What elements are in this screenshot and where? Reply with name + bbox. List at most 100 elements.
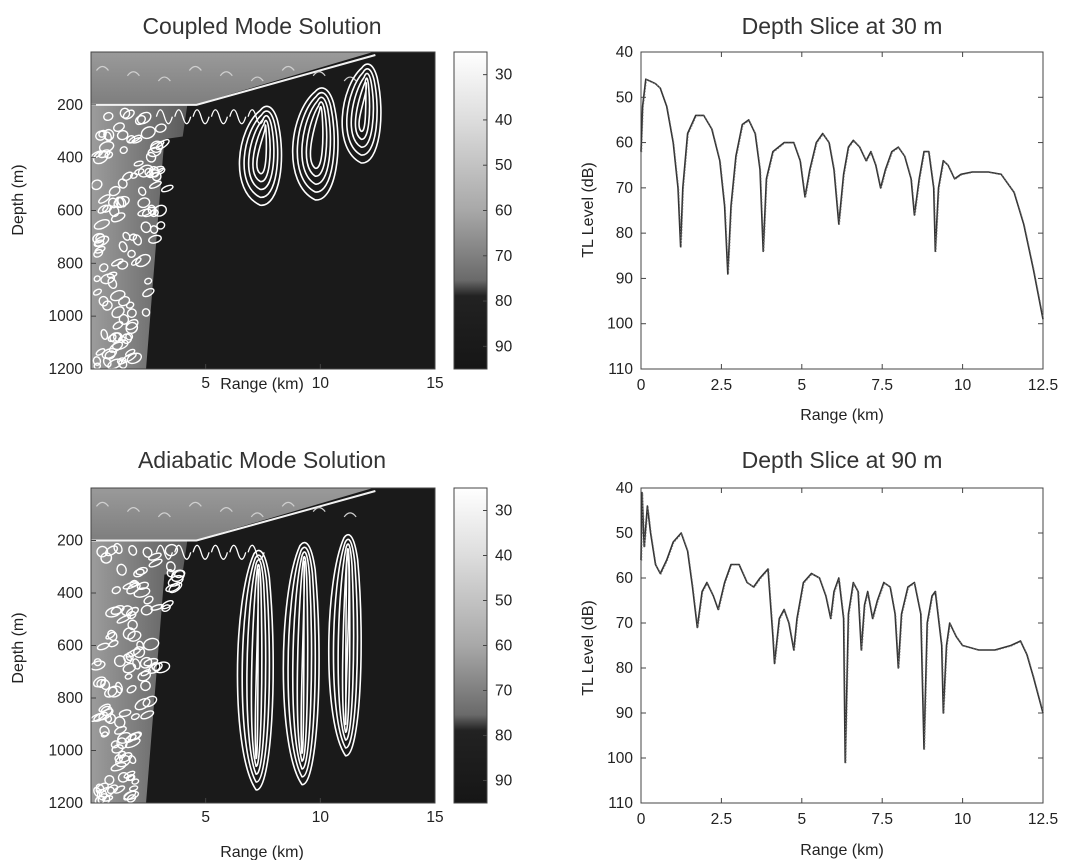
adiabatic-mode-panel: Adiabatic Mode Solution 5 10 15 200 400 600 8… xyxy=(10,447,513,860)
x-axis-title: Range (km) xyxy=(220,376,304,393)
tl-series-line xyxy=(640,78,1044,320)
y-axis-title: Depth (m) xyxy=(10,164,27,235)
contour-line xyxy=(287,546,317,778)
colorbar-tick-label: 70 xyxy=(495,683,513,700)
x-tick-label: 15 xyxy=(426,375,443,392)
x-tick-label: 5 xyxy=(797,377,806,394)
tl-series-line xyxy=(640,491,1044,764)
x-axis-title: Range (km) xyxy=(800,407,884,424)
y-tick-label: 90 xyxy=(616,270,634,287)
tl-series-line-overlay xyxy=(641,493,1045,764)
colorbar-tick-label: 50 xyxy=(495,593,513,610)
surface-duct-region xyxy=(91,488,374,541)
x-tick-label: 7.5 xyxy=(871,811,893,828)
contour-line xyxy=(243,110,279,199)
x-tick-labels: 0 2.5 5 7.5 10 12.5 xyxy=(637,488,1058,828)
y-tick-label: 50 xyxy=(616,89,634,106)
colorbar-tick-label: 80 xyxy=(495,728,513,745)
y-axis-title: TL Level (dB) xyxy=(580,600,597,695)
y-tick-labels: 40 50 60 70 80 90 100 110 xyxy=(607,480,1043,812)
y-tick-label: 100 xyxy=(607,750,633,767)
x-tick-labels: 0 2.5 5 7.5 10 12.5 xyxy=(637,52,1058,394)
chart-title: Coupled Mode Solution xyxy=(142,13,381,39)
contour-line xyxy=(300,560,306,754)
surface-duct-region xyxy=(91,52,374,105)
y-tick-labels: 40 50 60 70 80 90 100 110 xyxy=(607,44,1043,378)
colorbar-tick-label: 50 xyxy=(495,157,513,174)
contour-line xyxy=(282,541,320,786)
plot-frame xyxy=(640,487,1044,804)
interface-line xyxy=(91,490,376,542)
x-tick-label: 10 xyxy=(954,811,972,828)
heatmap-plot xyxy=(89,487,436,806)
heatmap-plot xyxy=(90,51,436,370)
y-tick-label: 80 xyxy=(616,660,634,677)
contour-line xyxy=(252,119,271,183)
y-tick-label: 1200 xyxy=(49,795,84,812)
contour-line xyxy=(327,534,362,757)
colorbar-tick-label: 40 xyxy=(495,548,513,565)
colorbar-tick-label: 30 xyxy=(495,503,513,520)
y-tick-label: 100 xyxy=(607,316,633,333)
y-axis-title: Depth (m) xyxy=(10,612,27,683)
interference-pattern xyxy=(90,65,357,370)
tl-contours xyxy=(236,534,362,791)
x-tick-labels: 5 10 15 xyxy=(201,364,444,392)
y-tick-label: 200 xyxy=(57,533,83,550)
contour-line xyxy=(350,72,375,148)
y-tick-label: 40 xyxy=(616,480,634,497)
tl-contours xyxy=(238,63,382,207)
contour-line xyxy=(332,538,359,749)
y-tick-labels: 200 400 600 800 1000 1200 xyxy=(49,533,96,812)
x-tick-label: 7.5 xyxy=(871,377,893,394)
interface-line xyxy=(91,54,376,106)
contour-line xyxy=(247,114,275,191)
tl-series-line-overlay xyxy=(641,79,1045,320)
line-plot xyxy=(640,487,1045,804)
contour-line xyxy=(346,68,378,156)
x-tick-label: 12.5 xyxy=(1028,811,1058,828)
y-axis-title: TL Level (dB) xyxy=(580,162,597,257)
x-tick-label: 12.5 xyxy=(1028,377,1058,394)
colorbar-scale xyxy=(453,487,488,804)
y-tick-labels: 200 400 600 800 1000 1200 xyxy=(49,97,96,378)
contour-line xyxy=(337,543,355,741)
x-tick-label: 5 xyxy=(201,809,210,826)
plot-frame xyxy=(640,51,1044,370)
x-tick-label: 0 xyxy=(637,811,646,828)
x-axis-title: Range (km) xyxy=(800,842,884,859)
x-tick-label: 10 xyxy=(312,809,330,826)
x-tick-labels: 5 10 15 xyxy=(201,798,444,826)
colorbar-tick-label: 60 xyxy=(495,203,513,220)
contour-line xyxy=(238,105,283,207)
y-tick-label: 50 xyxy=(616,525,634,542)
y-tick-label: 400 xyxy=(57,150,83,167)
contour-line xyxy=(291,87,339,201)
y-tick-label: 110 xyxy=(608,361,633,378)
contour-line xyxy=(246,559,267,775)
colorbar: 30 40 50 60 70 80 90 xyxy=(453,51,513,370)
x-tick-label: 10 xyxy=(312,375,330,392)
y-tick-label: 70 xyxy=(616,180,634,197)
x-tick-label: 2.5 xyxy=(711,377,733,394)
y-tick-label: 1000 xyxy=(49,308,84,325)
contour-line xyxy=(358,82,368,133)
x-axis-title: Range (km) xyxy=(220,844,304,860)
contour-line xyxy=(254,568,260,760)
contour-line xyxy=(236,549,275,791)
chart-title: Depth Slice at 30 m xyxy=(742,13,943,39)
depth-slice-90-panel: Depth Slice at 90 m 0 2.5 5 7.5 10 12.5 40 50 6… xyxy=(580,447,1058,859)
y-tick-label: 90 xyxy=(616,705,634,722)
x-tick-label: 5 xyxy=(797,811,806,828)
colorbar-tick-label: 30 xyxy=(495,67,513,84)
contour-line xyxy=(344,552,350,726)
y-tick-label: 40 xyxy=(616,44,634,61)
contour-line xyxy=(291,551,313,770)
y-tick-label: 800 xyxy=(57,255,83,272)
colorbar-tick-label: 90 xyxy=(495,338,513,355)
contour-line xyxy=(341,63,382,164)
chart-title: Depth Slice at 90 m xyxy=(742,447,943,473)
contour-line xyxy=(301,96,332,185)
x-tick-label: 10 xyxy=(954,377,972,394)
y-tick-label: 400 xyxy=(57,585,83,602)
